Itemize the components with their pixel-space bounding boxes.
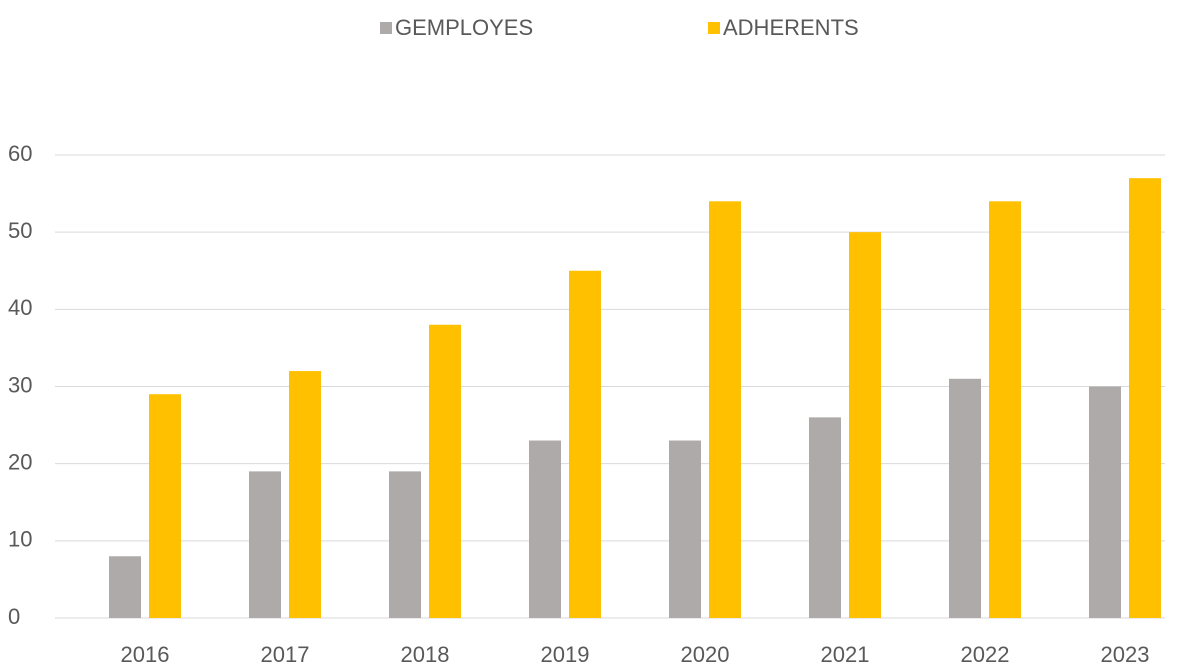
y-tick-label: 0: [8, 604, 20, 629]
bar: [809, 417, 841, 618]
bar: [109, 556, 141, 618]
legend-label: ADHERENTS: [723, 15, 859, 40]
y-tick-label: 60: [8, 141, 32, 166]
bar: [709, 201, 741, 619]
x-tick-label: 2017: [261, 642, 310, 667]
bar: [529, 440, 561, 618]
x-tick-label: 2016: [121, 642, 170, 667]
bar: [429, 324, 461, 618]
legend-swatch: [708, 22, 720, 34]
bar: [289, 371, 321, 618]
bar: [1089, 386, 1121, 618]
y-tick-label: 40: [8, 295, 32, 320]
bar: [389, 471, 421, 618]
x-tick-label: 2019: [541, 642, 590, 667]
bar: [149, 394, 181, 618]
legend-label: GEMPLOYES: [395, 15, 533, 40]
bar: [669, 440, 701, 618]
y-tick-label: 20: [8, 449, 32, 474]
bar: [849, 232, 881, 618]
x-tick-label: 2020: [681, 642, 730, 667]
bar: [1129, 178, 1161, 618]
bar: [949, 378, 981, 618]
bar: [249, 471, 281, 618]
x-tick-label: 2022: [961, 642, 1010, 667]
x-tick-label: 2023: [1101, 642, 1150, 667]
x-tick-label: 2021: [821, 642, 870, 667]
legend-swatch: [380, 22, 392, 34]
y-tick-label: 50: [8, 218, 32, 243]
bar: [989, 201, 1021, 619]
y-tick-label: 30: [8, 372, 32, 397]
bar: [569, 270, 601, 618]
x-tick-label: 2018: [401, 642, 450, 667]
y-tick-label: 10: [8, 527, 32, 552]
